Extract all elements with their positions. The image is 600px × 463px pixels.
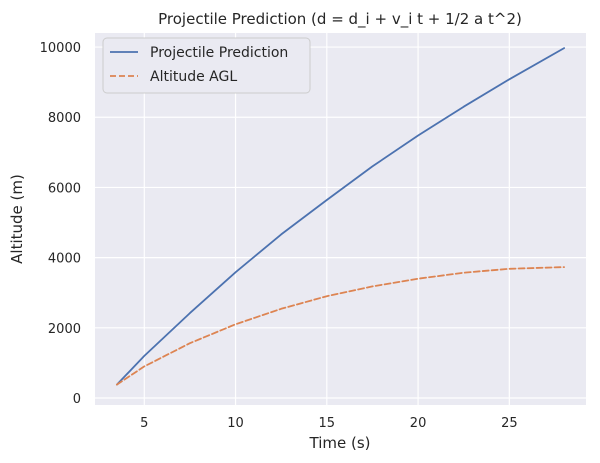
x-axis-title: Time (s) [309, 434, 371, 452]
y-tick-label: 2000 [48, 322, 81, 337]
x-tick-label: 10 [227, 416, 244, 431]
series-line-projectile-prediction [116, 47, 565, 386]
y-tick-label: 4000 [48, 252, 81, 267]
x-tick-label: 25 [501, 416, 518, 431]
legend: Projectile Prediction Altitude AGL [102, 37, 311, 94]
y-tick-label: 8000 [48, 111, 81, 126]
plot-area [95, 33, 586, 405]
legend-label-altitude-agl: Altitude AGL [150, 69, 237, 85]
legend-label-projectile-prediction: Projectile Prediction [150, 45, 288, 61]
legend-box [102, 37, 311, 94]
x-tick-label: 15 [319, 416, 336, 431]
y-tick-labels: 0 2000 4000 6000 8000 10000 [40, 41, 81, 407]
x-tick-labels: 5 10 15 20 25 [140, 416, 517, 431]
series-line-altitude-agl [116, 266, 565, 386]
series-lines [116, 47, 565, 386]
chart-title: Projectile Prediction (d = d_i + v_i t +… [158, 10, 522, 29]
grid-lines [95, 33, 586, 405]
x-tick-label: 5 [140, 416, 148, 431]
y-tick-label: 6000 [48, 181, 81, 196]
x-tick-label: 20 [410, 416, 427, 431]
y-tick-label: 10000 [40, 41, 81, 56]
y-tick-label: 0 [73, 392, 81, 407]
y-axis-title: Altitude (m) [8, 174, 26, 264]
